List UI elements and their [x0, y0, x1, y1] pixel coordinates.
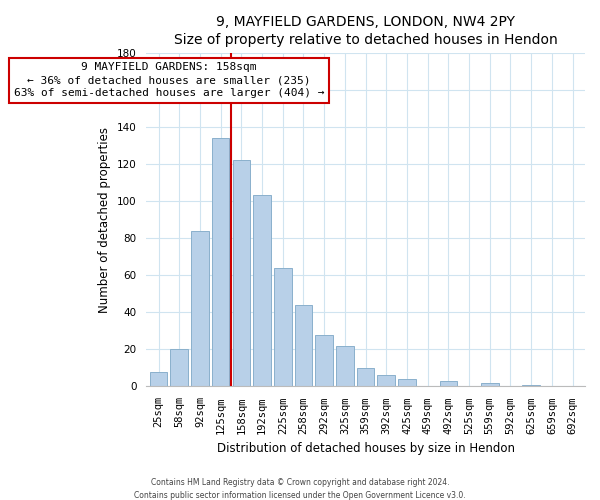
- Bar: [336, 346, 353, 387]
- Bar: [150, 372, 167, 386]
- Bar: [274, 268, 292, 386]
- Bar: [440, 381, 457, 386]
- Bar: [523, 384, 540, 386]
- Bar: [212, 138, 229, 386]
- Bar: [481, 382, 499, 386]
- Bar: [398, 379, 416, 386]
- X-axis label: Distribution of detached houses by size in Hendon: Distribution of detached houses by size …: [217, 442, 515, 455]
- Title: 9, MAYFIELD GARDENS, LONDON, NW4 2PY
Size of property relative to detached house: 9, MAYFIELD GARDENS, LONDON, NW4 2PY Siz…: [173, 15, 557, 48]
- Bar: [253, 196, 271, 386]
- Bar: [233, 160, 250, 386]
- Bar: [357, 368, 374, 386]
- Bar: [191, 230, 209, 386]
- Bar: [295, 305, 312, 386]
- Bar: [377, 376, 395, 386]
- Text: Contains HM Land Registry data © Crown copyright and database right 2024.
Contai: Contains HM Land Registry data © Crown c…: [134, 478, 466, 500]
- Text: 9 MAYFIELD GARDENS: 158sqm
← 36% of detached houses are smaller (235)
63% of sem: 9 MAYFIELD GARDENS: 158sqm ← 36% of deta…: [14, 62, 324, 98]
- Bar: [170, 350, 188, 387]
- Bar: [316, 334, 333, 386]
- Y-axis label: Number of detached properties: Number of detached properties: [98, 126, 111, 312]
